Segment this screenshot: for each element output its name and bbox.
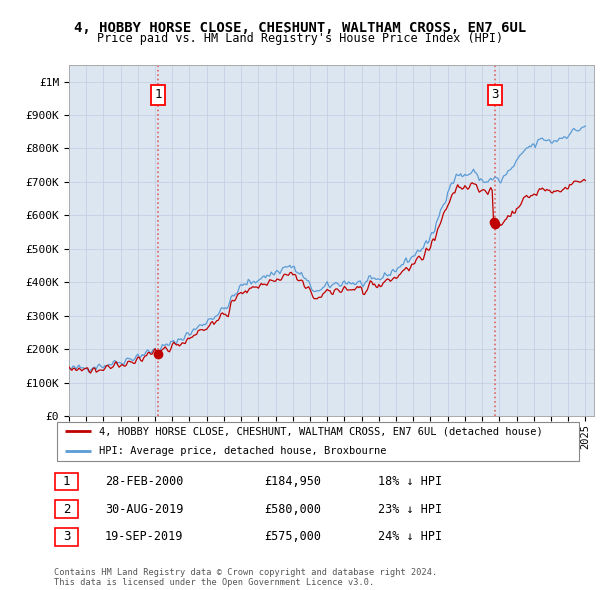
Text: 1: 1 xyxy=(63,475,70,488)
Text: HPI: Average price, detached house, Broxbourne: HPI: Average price, detached house, Brox… xyxy=(99,446,386,456)
Text: Price paid vs. HM Land Registry's House Price Index (HPI): Price paid vs. HM Land Registry's House … xyxy=(97,32,503,45)
FancyBboxPatch shape xyxy=(55,528,78,546)
FancyBboxPatch shape xyxy=(55,473,78,490)
Text: 19-SEP-2019: 19-SEP-2019 xyxy=(105,530,184,543)
FancyBboxPatch shape xyxy=(55,500,78,518)
Text: 4, HOBBY HORSE CLOSE, CHESHUNT, WALTHAM CROSS, EN7 6UL: 4, HOBBY HORSE CLOSE, CHESHUNT, WALTHAM … xyxy=(74,21,526,35)
Text: 24% ↓ HPI: 24% ↓ HPI xyxy=(378,530,442,543)
Text: 18% ↓ HPI: 18% ↓ HPI xyxy=(378,475,442,488)
Text: £575,000: £575,000 xyxy=(264,530,321,543)
Text: 3: 3 xyxy=(63,530,70,543)
Text: 4, HOBBY HORSE CLOSE, CHESHUNT, WALTHAM CROSS, EN7 6UL (detached house): 4, HOBBY HORSE CLOSE, CHESHUNT, WALTHAM … xyxy=(99,427,542,436)
Text: £184,950: £184,950 xyxy=(264,475,321,488)
Text: 3: 3 xyxy=(491,88,499,101)
Text: Contains HM Land Registry data © Crown copyright and database right 2024.
This d: Contains HM Land Registry data © Crown c… xyxy=(54,568,437,587)
Text: £580,000: £580,000 xyxy=(264,503,321,516)
Text: 2: 2 xyxy=(63,503,70,516)
Text: 30-AUG-2019: 30-AUG-2019 xyxy=(105,503,184,516)
Text: 23% ↓ HPI: 23% ↓ HPI xyxy=(378,503,442,516)
FancyBboxPatch shape xyxy=(56,422,580,461)
Text: 28-FEB-2000: 28-FEB-2000 xyxy=(105,475,184,488)
Text: 1: 1 xyxy=(154,88,161,101)
